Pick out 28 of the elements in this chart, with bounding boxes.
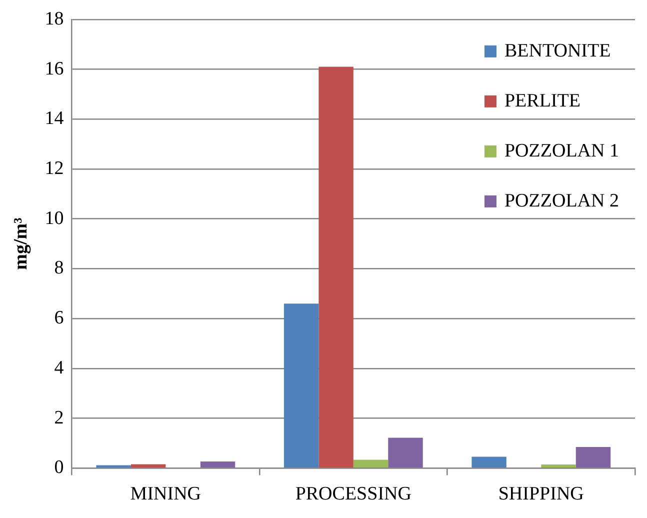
bar: [541, 464, 576, 468]
y-tick-label: 6: [54, 308, 64, 329]
bar: [130, 464, 166, 468]
y-tick-label: 4: [54, 357, 64, 378]
legend-label: POZZOLAN 1: [504, 140, 620, 162]
legend-label: BENTONITE: [504, 40, 611, 62]
bar: [472, 456, 506, 468]
y-tick-label: 12: [44, 158, 64, 179]
x-tick-label: MINING: [130, 484, 202, 505]
y-axis-title: mg/m³: [10, 217, 32, 270]
y-tick-label: 8: [54, 258, 64, 279]
bar: [388, 438, 423, 468]
y-tick-label: 18: [44, 8, 64, 30]
y-tick-label: 14: [44, 108, 64, 130]
y-tick-label: 2: [54, 407, 64, 428]
x-tick-label: SHIPPING: [498, 484, 584, 505]
bar: [318, 66, 354, 468]
x-tick-label: PROCESSING: [295, 484, 412, 505]
bar: [284, 304, 319, 468]
bar: [353, 460, 388, 468]
legend-label: PERLITE: [504, 90, 580, 112]
bar: [200, 461, 236, 468]
bar: [576, 447, 611, 468]
y-tick-label: 0: [54, 457, 64, 478]
y-tick-label: 16: [44, 58, 64, 80]
legend-label: POZZOLAN 2: [504, 190, 620, 212]
bar: [96, 465, 131, 468]
y-tick-label: 10: [44, 208, 64, 229]
